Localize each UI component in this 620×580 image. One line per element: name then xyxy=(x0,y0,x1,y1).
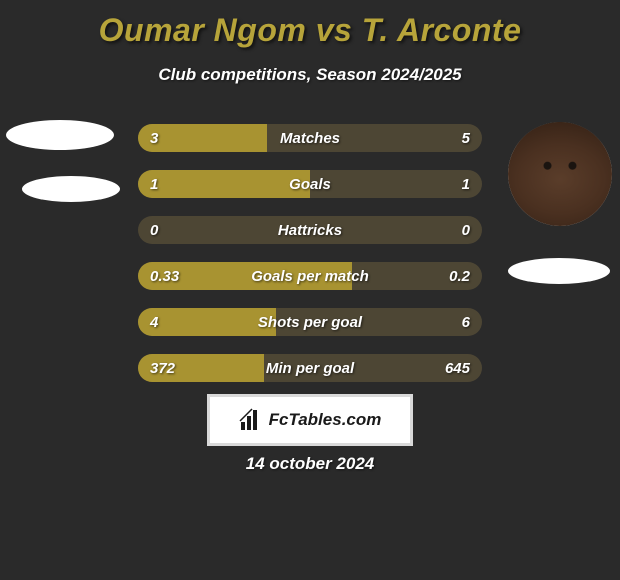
stat-value-right: 6 xyxy=(462,308,470,336)
stat-label: Hattricks xyxy=(138,216,482,244)
decorative-ellipse xyxy=(22,176,120,202)
decorative-ellipse xyxy=(6,120,114,150)
stat-row: 372Min per goal645 xyxy=(138,354,482,382)
stat-row: 4Shots per goal6 xyxy=(138,308,482,336)
player-right-avatar xyxy=(508,122,612,226)
source-badge[interactable]: FcTables.com xyxy=(207,394,413,446)
stat-value-right: 1 xyxy=(462,170,470,198)
stat-value-right: 5 xyxy=(462,124,470,152)
stat-label: Goals xyxy=(138,170,482,198)
comparison-card: Oumar Ngom vs T. Arconte Club competitio… xyxy=(0,0,620,580)
stat-label: Goals per match xyxy=(138,262,482,290)
stat-row: 0Hattricks0 xyxy=(138,216,482,244)
stat-row: 0.33Goals per match0.2 xyxy=(138,262,482,290)
stat-value-right: 0 xyxy=(462,216,470,244)
source-label: FcTables.com xyxy=(269,410,382,430)
stats-bars: 3Matches5 1Goals1 0Hattricks0 0.33Goals per… xyxy=(138,124,482,400)
stat-label: Min per goal xyxy=(138,354,482,382)
date-label: 14 october 2024 xyxy=(0,454,620,474)
avatar-face xyxy=(508,122,612,226)
subtitle: Club competitions, Season 2024/2025 xyxy=(0,65,620,85)
stat-label: Matches xyxy=(138,124,482,152)
bar-chart-icon xyxy=(239,408,263,432)
decorative-ellipse xyxy=(508,258,610,284)
stat-row: 3Matches5 xyxy=(138,124,482,152)
stat-value-right: 645 xyxy=(445,354,470,382)
page-title: Oumar Ngom vs T. Arconte xyxy=(0,0,620,49)
stat-row: 1Goals1 xyxy=(138,170,482,198)
stat-value-right: 0.2 xyxy=(449,262,470,290)
stat-label: Shots per goal xyxy=(138,308,482,336)
